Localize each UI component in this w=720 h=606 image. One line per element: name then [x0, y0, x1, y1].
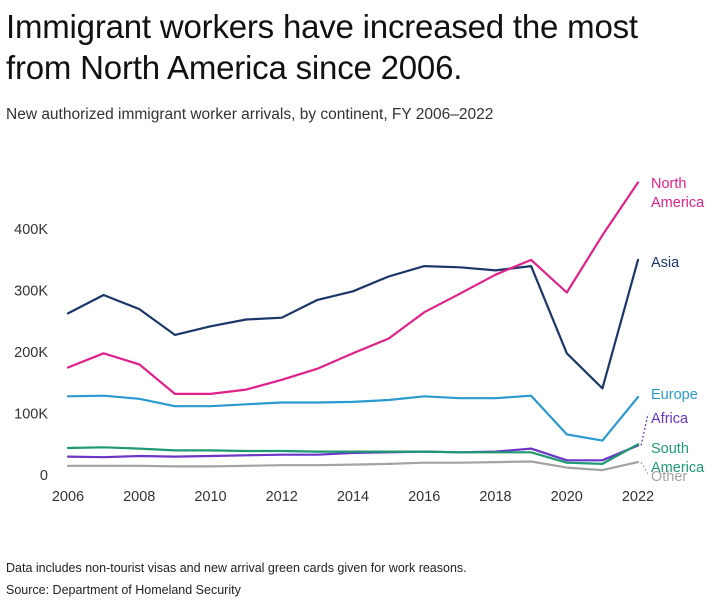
series-line-africa [66, 444, 640, 462]
series-label-africa: Africa [651, 411, 689, 427]
series-label-south-america: America [651, 460, 705, 476]
y-tick-label: 200K [14, 345, 48, 361]
y-tick-label: 300K [14, 284, 48, 300]
y-tick-label: 0 [40, 468, 48, 484]
series-label-asia: Asia [651, 255, 680, 271]
x-tick-label: 2016 [408, 489, 440, 505]
x-tick-label: 2022 [622, 489, 654, 505]
series-line-asia [66, 258, 640, 390]
x-tick-label: 2020 [551, 489, 583, 505]
x-axis: 2006 2008 2010 2012 2014 2016 2018 2020 2022 [52, 489, 654, 505]
y-tick-label: 100K [14, 407, 48, 423]
series-line-south-america [66, 443, 640, 465]
x-tick-label: 2014 [337, 489, 369, 505]
series-line-europe [66, 394, 640, 442]
y-axis: 0 100K 200K 300K 400K [14, 222, 48, 484]
source-note: Source: Department of Homeland Security [6, 583, 241, 597]
series-label-north-america: North [651, 176, 686, 192]
x-tick-label: 2008 [123, 489, 155, 505]
x-tick-label: 2006 [52, 489, 84, 505]
label-leader-other [640, 461, 649, 475]
chart-title: Immigrant workers have increased the mos… [6, 8, 638, 86]
x-tick-label: 2018 [479, 489, 511, 505]
x-tick-label: 2012 [266, 489, 298, 505]
series-label-north-america: America [651, 195, 705, 211]
footnote: Data includes non-tourist visas and new … [6, 561, 467, 575]
label-leader-africa [640, 413, 649, 446]
x-tick-label: 2010 [194, 489, 226, 505]
series-label-other: Other [651, 469, 687, 485]
series-line-north-america [66, 181, 640, 395]
series-label-south-america: South [651, 441, 689, 457]
y-tick-label: 400K [14, 222, 48, 238]
series-label-europe: Europe [651, 387, 698, 403]
chart-subtitle: New authorized immigrant worker arrivals… [6, 106, 494, 123]
series-labels: North America Asia Europe South America Africa… [640, 176, 705, 485]
series-lines [66, 181, 640, 472]
series-line-other [66, 460, 640, 472]
